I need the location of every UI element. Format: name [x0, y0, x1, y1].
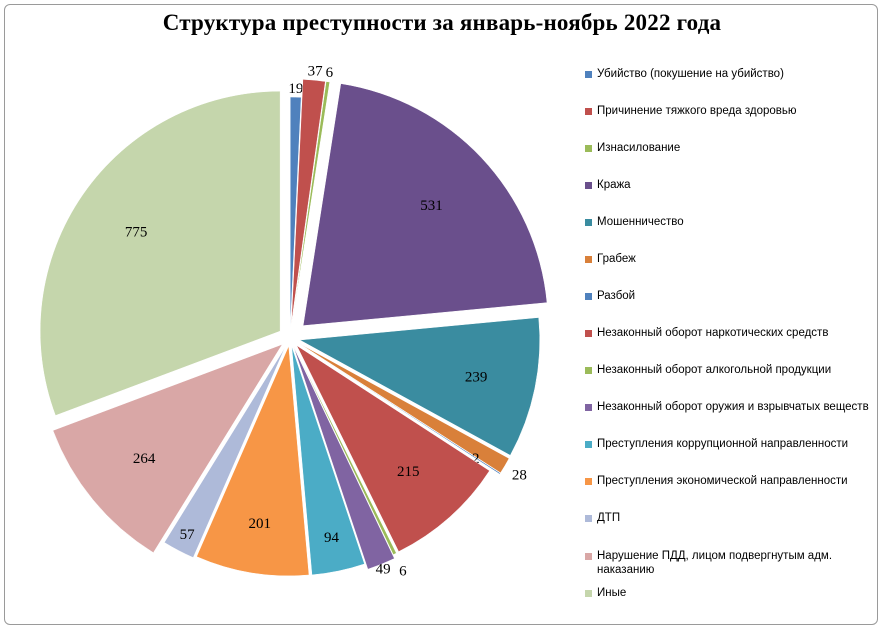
legend-swatch	[585, 590, 592, 597]
pie-slice	[302, 83, 548, 326]
legend-swatch	[585, 293, 592, 300]
legend-label: Незаконный оборот наркотических средств	[597, 327, 829, 339]
legend-item: Грабеж	[585, 252, 877, 266]
data-label: 201	[249, 516, 272, 532]
pie-slice-group	[289, 96, 302, 331]
pie-slice	[298, 343, 501, 475]
pie-slice	[294, 346, 397, 555]
legend-swatch	[585, 404, 592, 411]
data-label: 28	[512, 467, 527, 483]
pie-slice	[298, 317, 541, 456]
legend-item: Убийство (покушение на убийство)	[585, 67, 877, 81]
legend-swatch	[585, 145, 592, 152]
legend-item: Преступления коррупционной направленност…	[585, 437, 877, 451]
data-label: 49	[376, 562, 391, 578]
legend-swatch	[585, 478, 592, 485]
pie-slice	[196, 345, 310, 577]
data-label: 94	[324, 530, 340, 546]
pie-slice	[298, 342, 510, 474]
pie-slice-group	[39, 90, 281, 416]
legend-swatch	[585, 71, 592, 78]
legend-item: Незаконный оборот оружия и взрывчатых ве…	[585, 400, 877, 414]
legend-item: Кража	[585, 178, 877, 192]
pie-slice	[163, 346, 286, 558]
legend-item: Разбой	[585, 289, 877, 303]
legend-item: Преступления экономической направленност…	[585, 474, 877, 488]
legend-label: Нарушение ПДД, лицом подвергнутым адм. н…	[597, 550, 833, 576]
legend-swatch	[585, 553, 592, 560]
legend-item: Мошенничество	[585, 215, 877, 229]
pie-slice-group	[163, 346, 286, 558]
data-label: 37	[308, 63, 324, 79]
legend-label: ДТП	[597, 512, 621, 524]
pie-slice	[293, 346, 395, 570]
legend-swatch	[585, 441, 592, 448]
data-label: 6	[326, 65, 334, 81]
pie-slice-group	[294, 346, 397, 555]
data-label: 239	[465, 369, 488, 385]
pie-slice-group	[293, 346, 395, 570]
legend-label: Изнасилование	[597, 142, 681, 154]
legend-label: Незаконный оборот алкогольной продукции	[597, 364, 832, 376]
pie-slice-group	[298, 342, 510, 474]
pie-slice-group	[291, 345, 365, 576]
pie-slice-group	[291, 79, 326, 325]
pie-slice-group	[298, 317, 541, 456]
legend-item: Нарушение ПДД, лицом подвергнутым адм. н…	[585, 549, 877, 577]
legend-swatch	[585, 330, 592, 337]
data-label: 531	[420, 198, 443, 214]
legend-item: ДТП	[585, 511, 877, 525]
pie-slice	[291, 345, 365, 576]
legend-label: Преступления коррупционной направленност…	[597, 438, 849, 450]
legend-item: Изнасилование	[585, 141, 877, 155]
pie-slice	[52, 343, 283, 554]
data-label: 264	[133, 451, 156, 467]
data-label: 6	[399, 564, 407, 580]
pie-slice-group	[302, 83, 548, 326]
data-label: 775	[125, 224, 148, 240]
legend-swatch	[585, 256, 592, 263]
data-label: 19	[288, 81, 303, 97]
pie-slice	[289, 96, 302, 331]
legend-label: Грабеж	[597, 253, 636, 265]
legend-label: Мошенничество	[597, 216, 684, 228]
legend-item: Иные	[585, 586, 877, 600]
legend-label: Кража	[597, 179, 631, 191]
pie-slice-group	[296, 344, 490, 552]
legend-swatch	[585, 515, 592, 522]
pie-slice	[291, 81, 331, 325]
data-label: 2	[472, 451, 480, 467]
legend-swatch	[585, 108, 592, 115]
legend-swatch	[585, 367, 592, 374]
data-label: 57	[180, 527, 196, 543]
legend-label: Преступления экономической направленност…	[597, 475, 848, 487]
pie-slice	[39, 90, 281, 416]
legend-label: Убийство (покушение на убийство)	[597, 68, 784, 80]
pie-slice-group	[196, 345, 310, 577]
chart-title: Структура преступности за январь-ноябрь …	[162, 10, 722, 35]
legend-item: Незаконный оборот наркотических средств	[585, 326, 877, 340]
pie-slice	[296, 344, 490, 552]
legend-label: Незаконный оборот оружия и взрывчатых ве…	[597, 401, 869, 413]
pie-slice-group	[52, 343, 283, 554]
legend-item: Незаконный оборот алкогольной продукции	[585, 363, 877, 377]
legend-label: Причинение тяжкого вреда здоровью	[597, 105, 797, 117]
legend-label: Разбой	[597, 290, 636, 302]
pie-slice	[291, 79, 326, 325]
data-label: 215	[397, 464, 420, 480]
legend-swatch	[585, 219, 592, 226]
legend-item: Причинение тяжкого вреда здоровью	[585, 104, 877, 118]
pie-slice-group	[291, 81, 331, 325]
legend-swatch	[585, 182, 592, 189]
pie-slice-group	[298, 343, 501, 475]
legend-label: Иные	[597, 587, 627, 599]
